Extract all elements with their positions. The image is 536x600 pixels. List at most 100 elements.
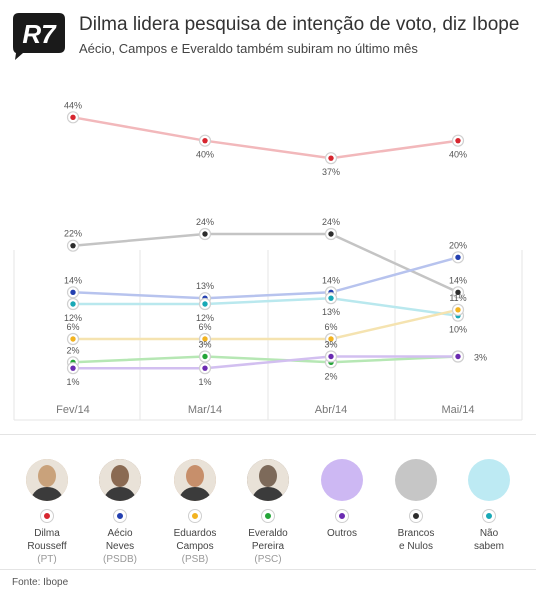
- data-label: 13%: [196, 281, 214, 291]
- campos-photo: [174, 459, 216, 501]
- data-label: 11%: [449, 293, 466, 303]
- data-point-dot: [202, 336, 208, 342]
- series-line: [72, 116, 459, 160]
- legend-item: Não sabem: [457, 446, 521, 553]
- data-point-dot: [328, 353, 334, 360]
- source-note: Fonte: Ibope: [12, 577, 69, 588]
- legend-color-dot: [41, 510, 53, 522]
- data-label: 40%: [196, 150, 214, 160]
- legend-item: Eduardos Campos (PSB): [163, 446, 227, 566]
- data-point-dot: [70, 301, 76, 307]
- data-point-dot: [202, 301, 208, 307]
- data-label: 2%: [324, 371, 337, 381]
- legend-item: Outros: [310, 446, 374, 540]
- data-point-dot: [202, 137, 208, 144]
- legend-party: (PT): [37, 554, 57, 565]
- data-label: 3%: [324, 340, 337, 350]
- data-point-dot: [455, 307, 461, 313]
- series-line: [73, 296, 459, 317]
- legend-circle: [321, 459, 363, 501]
- data-point-dot: [455, 254, 461, 261]
- aecio-photo: [99, 459, 141, 501]
- data-point-dot: [70, 336, 76, 342]
- data-point-dot: [70, 114, 76, 121]
- data-label: 14%: [322, 275, 340, 285]
- legend-label: Outros: [326, 528, 357, 539]
- data-label: 12%: [64, 313, 82, 323]
- legend-party: (PSDB): [103, 554, 137, 565]
- data-point-dot: [70, 242, 76, 249]
- legend: Dilma Rousseff (PT) Aécio Neves (PSDB) Eduardo…: [0, 446, 536, 566]
- data-label: 24%: [196, 217, 214, 227]
- legend-circle: [395, 459, 437, 501]
- x-tick-label: Abr/14: [315, 404, 347, 416]
- data-point-dot: [328, 295, 334, 301]
- legend-party: (PSC): [254, 554, 282, 565]
- chart-subtitle: Aécio, Campos e Everaldo também subiram …: [79, 41, 418, 56]
- data-label: 37%: [322, 167, 340, 177]
- legend-label: Aécio Neves: [105, 528, 135, 552]
- data-label: 13%: [322, 307, 340, 317]
- legend-label: Brancos e Nulos: [397, 528, 435, 552]
- legend-item: Everaldo Pereira (PSC): [236, 446, 300, 566]
- chart-title: Dilma lidera pesquisa de intenção de vot…: [79, 14, 520, 35]
- data-label: 10%: [449, 325, 467, 335]
- x-tick-label: Fev/14: [56, 404, 90, 416]
- data-point-dot: [70, 365, 76, 371]
- legend-label: Dilma Rousseff: [27, 528, 67, 552]
- legend-color-dot: [483, 510, 495, 522]
- data-point-dot: [455, 353, 461, 360]
- data-point-dot: [70, 289, 76, 296]
- data-point-dot: [328, 336, 334, 342]
- data-label: 24%: [322, 217, 340, 227]
- data-point-dot: [202, 353, 208, 360]
- data-label: 3%: [198, 340, 211, 350]
- x-tick-label: Mar/14: [188, 404, 222, 416]
- legend-color-dot: [189, 510, 201, 522]
- data-label: 44%: [64, 100, 82, 110]
- data-label: 6%: [324, 322, 337, 332]
- legend-label: Everaldo Pereira: [248, 528, 288, 552]
- data-label: 20%: [449, 240, 467, 250]
- data-point-dot: [328, 231, 334, 237]
- x-tick-label: Mai/14: [441, 404, 474, 416]
- logo-text: R7: [22, 19, 57, 49]
- everaldo-photo: [247, 459, 289, 501]
- series-line: [73, 308, 459, 341]
- data-label: 1%: [198, 377, 211, 387]
- data-label: 1%: [66, 377, 79, 387]
- dilma-photo: [26, 459, 68, 501]
- legend-item: Dilma Rousseff (PT): [15, 446, 79, 566]
- legend-color-dot: [336, 510, 348, 522]
- series-line: [73, 355, 458, 370]
- series-line: [72, 256, 459, 300]
- r7-logo: R7: [13, 13, 65, 60]
- legend-item: Brancos e Nulos: [384, 446, 448, 553]
- data-label: 6%: [66, 322, 79, 332]
- data-point-dot: [328, 155, 334, 161]
- legend-color-dot: [410, 510, 422, 522]
- legend-party: (PSB): [181, 554, 209, 565]
- data-label: 2%: [66, 345, 79, 355]
- legend-color-dot: [262, 510, 274, 522]
- legend-label: Não sabem: [473, 528, 504, 552]
- data-label: 14%: [449, 275, 467, 285]
- data-label: 14%: [64, 275, 82, 285]
- data-label: 12%: [196, 313, 214, 323]
- data-label: 22%: [64, 229, 82, 239]
- series-line: [72, 355, 459, 364]
- line-chart: Fev/14 Mar/14 Abr/14 Mai/14 44% 40% 37% 40% 22% 2…: [13, 100, 523, 421]
- data-label: 6%: [198, 322, 211, 332]
- divider: [0, 569, 536, 570]
- data-label: 40%: [449, 150, 467, 160]
- series-line: [72, 232, 459, 294]
- data-label: 3%: [474, 353, 487, 363]
- data-point-dot: [455, 289, 461, 296]
- data-point-dot: [202, 365, 208, 371]
- legend-circle: [468, 459, 510, 501]
- legend-item: Aécio Neves (PSDB): [88, 446, 152, 566]
- data-point-dot: [202, 231, 208, 237]
- divider: [0, 434, 536, 435]
- legend-label: Eduardos Campos: [173, 528, 217, 552]
- header: R7 Dilma lidera pesquisa de intenção de …: [0, 0, 536, 72]
